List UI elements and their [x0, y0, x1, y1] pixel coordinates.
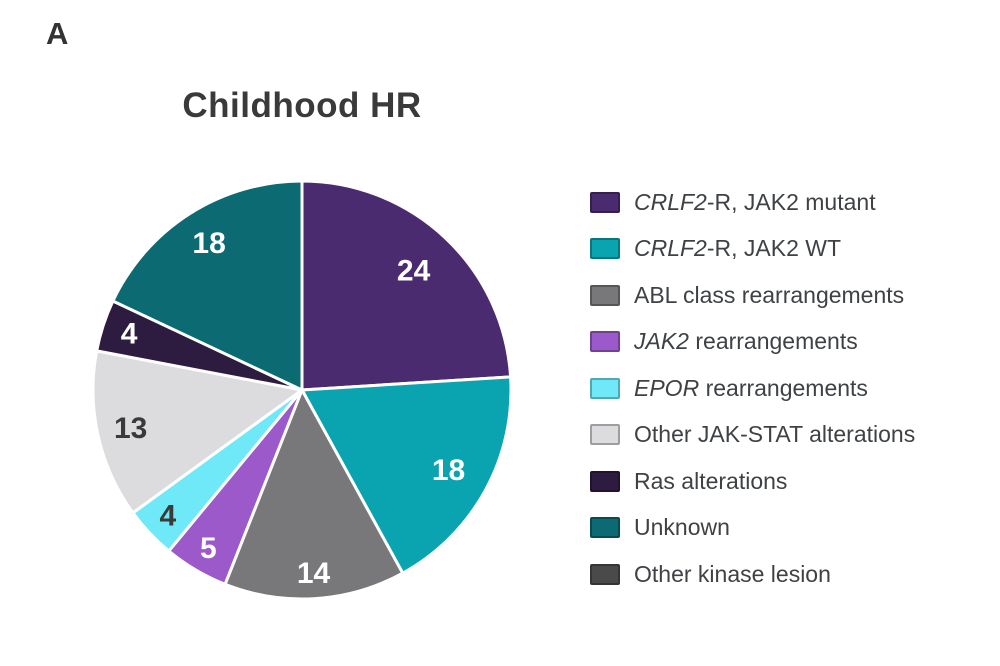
legend: CRLF2-R, JAK2 mutant CRLF2-R, JAK2 WT ABL …: [590, 179, 915, 598]
legend-item-jak2-rearrangements: JAK2 rearrangements: [590, 319, 915, 366]
pie-slice-crlf2-r-jak2-mutant: [300, 179, 513, 392]
legend-item-unknown: Unknown: [590, 505, 915, 552]
pie-value-label-jak2-rearrangements: 5: [200, 532, 217, 565]
legend-swatch-epor-rearrangements: [590, 377, 620, 399]
legend-label-epor-rearrangements: EPOR rearrangements: [634, 374, 868, 401]
pie-value-label-ras-alterations: 4: [121, 317, 138, 350]
legend-swatch-crlf2-r-jak2-wt: [590, 238, 620, 260]
legend-swatch-ras-alterations: [590, 470, 620, 492]
pie-value-label-unknown: 18: [192, 227, 225, 260]
pie-value-label-crlf2-r-jak2-mutant: 24: [397, 255, 431, 288]
legend-item-epor-rearrangements: EPOR rearrangements: [590, 365, 915, 412]
legend-label-other-jak-stat-alterations: Other JAK-STAT alterations: [634, 421, 916, 448]
legend-item-ras-alterations: Ras alterations: [590, 458, 915, 505]
pie-slice-abl-class-rearrangements: [223, 388, 405, 601]
pie-value-label-abl-class-rearrangements: 14: [297, 557, 331, 590]
chart-title: Childhood HR: [182, 86, 422, 125]
legend-swatch-other-kinase-lesion: [590, 563, 620, 585]
legend-swatch-abl-class-rearrangements: [590, 284, 620, 306]
legend-swatch-crlf2-r-jak2-mutant: [590, 191, 620, 213]
legend-label-unknown: Unknown: [634, 514, 730, 541]
panel-label: A: [46, 16, 69, 51]
pie-slice-other-jak-stat-alterations: [91, 349, 304, 515]
legend-item-crlf2-r-jak2-mutant: CRLF2-R, JAK2 mutant: [590, 179, 915, 226]
legend-swatch-unknown: [590, 517, 620, 539]
pie-value-label-crlf2-r-jak2-wt: 18: [432, 454, 465, 487]
pie-slice-unknown: [111, 179, 304, 392]
legend-label-crlf2-r-jak2-wt: CRLF2-R, JAK2 WT: [634, 235, 842, 262]
pie-slice-crlf2-r-jak2-wt: [300, 375, 513, 575]
legend-item-abl-class-rearrangements: ABL class rearrangements: [590, 272, 915, 319]
legend-item-other-kinase-lesion: Other kinase lesion: [590, 551, 915, 598]
legend-item-other-jak-stat-alterations: Other JAK-STAT alterations: [590, 412, 915, 459]
pie-value-label-other-jak-stat-alterations: 13: [114, 412, 147, 445]
legend-swatch-jak2-rearrangements: [590, 331, 620, 353]
pie-value-label-epor-rearrangements: 4: [160, 499, 177, 532]
legend-label-ras-alterations: Ras alterations: [634, 467, 788, 494]
legend-swatch-other-jak-stat-alterations: [590, 424, 620, 446]
legend-label-crlf2-r-jak2-mutant: CRLF2-R, JAK2 mutant: [634, 188, 876, 215]
legend-label-abl-class-rearrangements: ABL class rearrangements: [634, 281, 905, 308]
legend-label-jak2-rearrangements: JAK2 rearrangements: [634, 328, 858, 355]
legend-label-other-kinase-lesion: Other kinase lesion: [634, 560, 831, 587]
legend-item-crlf2-r-jak2-wt: CRLF2-R, JAK2 WT: [590, 226, 915, 273]
